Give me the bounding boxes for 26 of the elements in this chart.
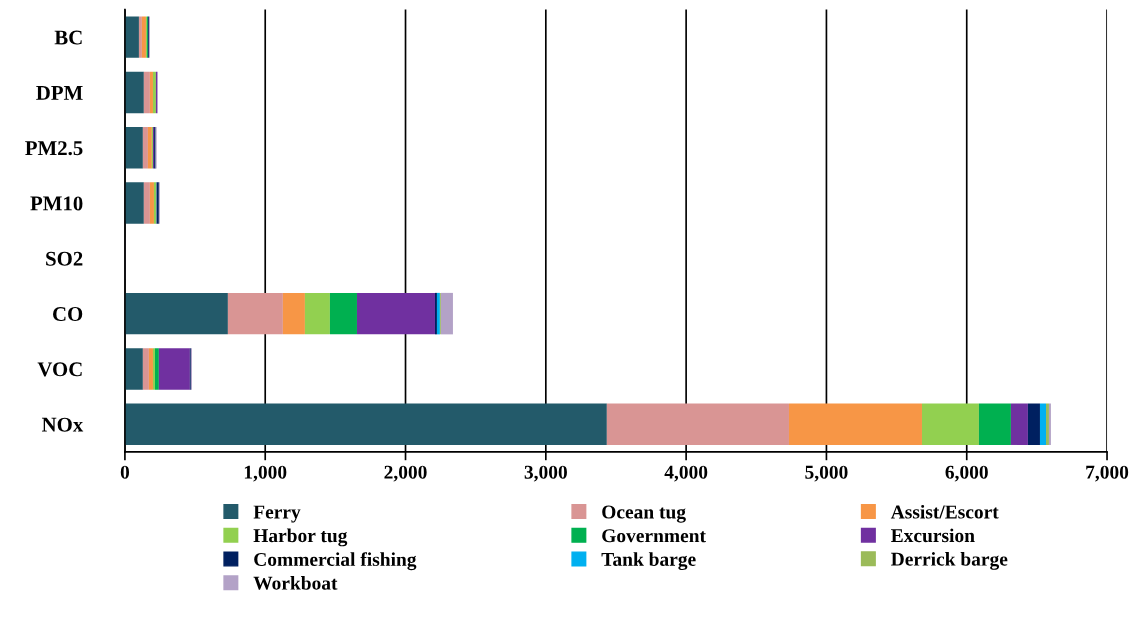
legend-label: Ocean tug [602,505,686,523]
legend-label: Government [602,529,706,543]
y-tick-label: PM2.5 [25,141,83,156]
x-tick-label: 2,000 [384,465,427,482]
y-tick-label: DPM [36,86,83,100]
x-tick-label: 4,000 [664,465,708,482]
y-tick-label: PM10 [30,196,83,211]
y-tick-label: CO [53,307,83,322]
legend-label: Commercial fishing [254,552,417,571]
y-tick-label: NOx [41,417,84,432]
legend-label: Assist/Escort [890,504,999,519]
y-tick-label: VOC [37,362,82,377]
legend-label: Derrick barge [891,552,1008,570]
legend-label: Tank barge [601,552,696,570]
x-tick-label: 6,000 [945,465,988,482]
legend-label: Ferry [253,505,301,523]
x-tick-label: 5,000 [805,465,848,482]
x-tick-label: 3,000 [524,465,567,482]
y-tick-label: SO2 [46,251,83,266]
legend-label: Excursion [891,528,975,543]
x-tick-label: 7,000 [1086,465,1129,482]
legend-label: Harbor tug [253,528,348,547]
x-tick-label: 1,000 [244,465,287,482]
x-tick-label: 0 [120,465,130,479]
legend-label: Workboat [253,576,338,590]
y-tick-label: BC [54,30,82,45]
